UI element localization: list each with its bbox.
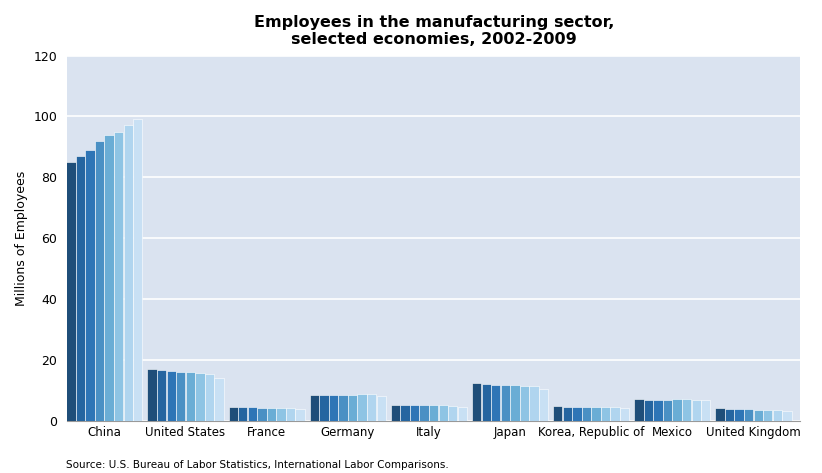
Bar xyxy=(744,409,754,420)
Bar xyxy=(529,386,538,420)
Bar xyxy=(620,408,630,420)
Bar xyxy=(215,378,224,420)
Bar xyxy=(257,408,266,420)
Bar xyxy=(448,406,458,420)
Bar xyxy=(611,407,620,420)
Bar xyxy=(653,400,663,420)
Bar xyxy=(267,408,276,420)
Bar xyxy=(538,389,548,420)
Bar xyxy=(295,409,305,420)
Title: Employees in the manufacturing sector,
selected economies, 2002-2009: Employees in the manufacturing sector, s… xyxy=(253,15,614,47)
Bar xyxy=(195,373,205,420)
Bar xyxy=(104,135,113,420)
Bar xyxy=(458,407,467,420)
Bar xyxy=(76,156,85,420)
Bar xyxy=(310,394,319,420)
Bar xyxy=(582,407,591,420)
Bar xyxy=(358,394,367,420)
Bar xyxy=(229,407,238,420)
Bar xyxy=(763,410,773,420)
Bar xyxy=(95,140,104,420)
Bar xyxy=(67,162,76,420)
Bar xyxy=(715,408,725,420)
Bar xyxy=(672,399,681,420)
Bar xyxy=(563,406,572,420)
Bar xyxy=(339,395,348,420)
Bar xyxy=(591,407,601,420)
Bar xyxy=(367,394,376,420)
Bar xyxy=(186,372,195,420)
Bar xyxy=(482,384,491,420)
Bar xyxy=(601,407,610,420)
Bar xyxy=(682,399,691,420)
Bar xyxy=(754,410,763,420)
Bar xyxy=(400,405,409,420)
Bar xyxy=(276,408,286,420)
Bar xyxy=(157,370,166,420)
Bar xyxy=(472,383,482,420)
Bar xyxy=(691,400,701,420)
Bar xyxy=(133,119,142,420)
Bar xyxy=(735,409,744,420)
Bar xyxy=(553,406,562,420)
Bar xyxy=(635,399,644,420)
Bar xyxy=(419,405,429,420)
Bar xyxy=(491,385,501,420)
Bar xyxy=(644,400,653,420)
Bar xyxy=(319,395,329,420)
Bar xyxy=(238,407,247,420)
Bar xyxy=(176,372,186,420)
Bar xyxy=(147,369,157,420)
Bar xyxy=(329,395,338,420)
Bar xyxy=(572,406,582,420)
Bar xyxy=(773,410,782,420)
Bar xyxy=(348,394,358,420)
Bar xyxy=(114,131,123,420)
Bar xyxy=(439,405,448,420)
Text: Source: U.S. Bureau of Labor Statistics, International Labor Comparisons.: Source: U.S. Bureau of Labor Statistics,… xyxy=(66,460,449,470)
Bar xyxy=(510,385,520,420)
Bar xyxy=(725,409,734,420)
Bar xyxy=(123,125,133,420)
Bar xyxy=(247,407,257,420)
Bar xyxy=(376,396,386,420)
Bar xyxy=(663,400,672,420)
Y-axis label: Millions of Employees: Millions of Employees xyxy=(15,170,28,306)
Bar xyxy=(429,405,438,420)
Bar xyxy=(701,400,710,420)
Bar xyxy=(410,405,419,420)
Bar xyxy=(167,371,176,420)
Bar xyxy=(501,385,510,420)
Bar xyxy=(205,374,214,420)
Bar xyxy=(520,385,529,420)
Bar xyxy=(783,412,792,420)
Bar xyxy=(85,150,95,420)
Bar xyxy=(390,405,400,420)
Bar xyxy=(286,408,295,420)
